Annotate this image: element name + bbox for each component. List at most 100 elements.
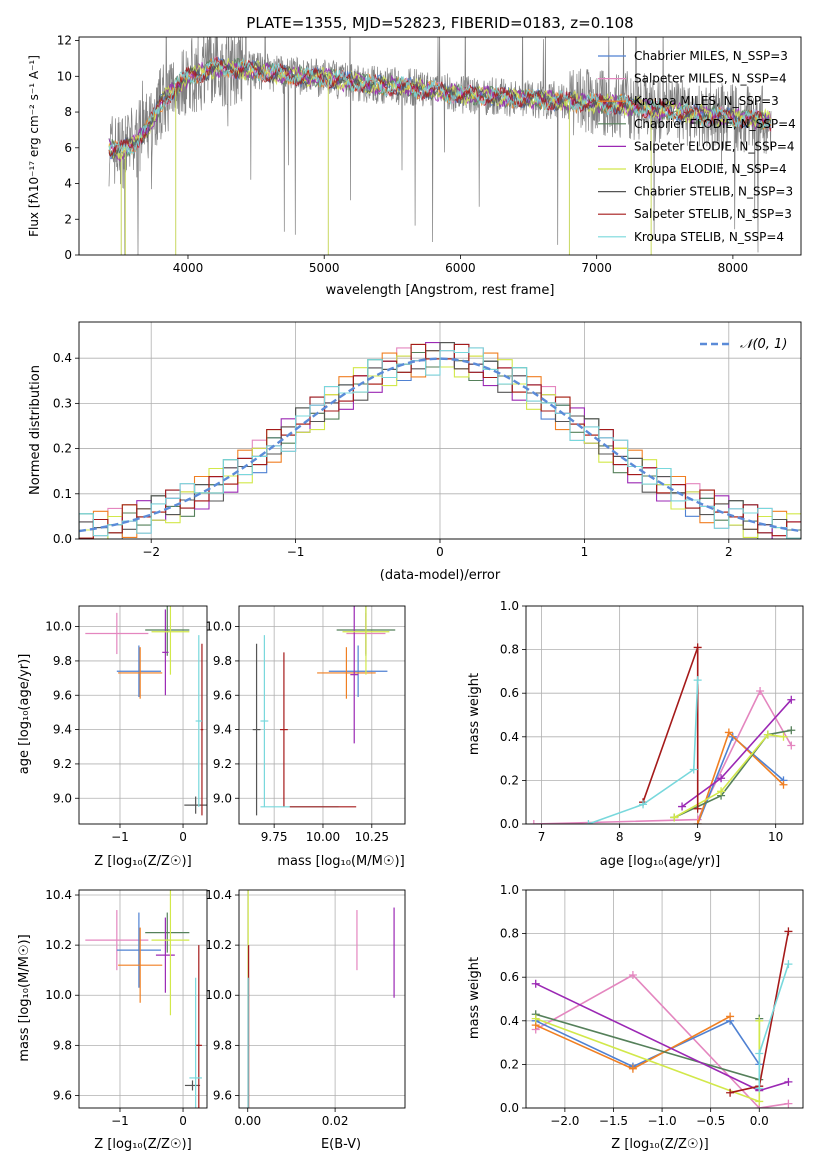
plus-marker [639, 800, 648, 809]
spectrum-panel: 4000 5000 6000 7000 8000 0 2 4 6 8 10 12 Chabrier MI… [57, 34, 802, 275]
y-tick-label: 9.6 [53, 1088, 72, 1102]
y-tick-label: 10.2 [205, 938, 232, 952]
x-tick-label: 8000 [718, 261, 749, 275]
y-tick-label: 10.0 [45, 988, 72, 1002]
plus-marker [693, 643, 702, 652]
residual-xlabel: (data-model)/error [380, 568, 501, 583]
plus-marker [724, 728, 733, 737]
y-tick-label: 0.0 [500, 1101, 519, 1115]
z-age-panel: −1 0 9.0 9.2 9.4 9.6 9.8 10.0 [45, 605, 208, 844]
plus-marker [756, 687, 765, 696]
plus-marker [693, 820, 702, 824]
age-weight-ylabel: mass weight [467, 673, 482, 755]
plus-marker [693, 804, 702, 813]
plus-marker [755, 1084, 764, 1093]
y-tick-label: 0.3 [53, 396, 72, 410]
plus-marker [670, 813, 679, 822]
legend-label: Kroupa ELODIE, N_SSP=4 [634, 162, 787, 176]
y-tick-label: 9.6 [213, 1088, 232, 1102]
y-tick-label: 0.2 [500, 1057, 519, 1071]
legend-label: Salpeter ELODIE, N_SSP=4 [634, 139, 795, 153]
plot-area [108, 37, 772, 255]
z-weight-xlabel: Z [log₁₀(Z/Z☉)] [611, 1137, 708, 1152]
plus-marker [717, 787, 726, 796]
x-tick-label: 9 [694, 830, 702, 844]
plus-marker [779, 732, 788, 741]
y-tick-label: 9.4 [53, 723, 72, 737]
y-tick-label: 1.0 [500, 883, 519, 897]
plus-marker [693, 676, 702, 685]
z-age-ylabel: age [log₁₀(age/yr)] [17, 654, 32, 775]
weight-line [535, 1017, 761, 1103]
plus-marker [628, 971, 637, 980]
spectrum-ylabel: Flux [fλ10⁻¹⁷ erg cm⁻² s⁻¹ A⁻¹] [27, 55, 41, 237]
plus-marker [726, 1088, 735, 1097]
x-tick-label: 7000 [581, 261, 612, 275]
mass-age-xlabel: mass [log₁₀(M/M☉)] [277, 854, 404, 869]
plus-marker [717, 774, 726, 783]
ebv-mass-panel: 0.00 0.02 9.6 9.8 10.0 10.2 10.4 [205, 888, 406, 1128]
z-age-xlabel: Z [log₁₀(Z/Z☉)] [94, 854, 191, 869]
x-tick-label: 8 [616, 830, 624, 844]
weight-line [533, 689, 792, 824]
x-tick-label: −2.0 [550, 1114, 579, 1128]
x-tick-label: 10.25 [355, 830, 389, 844]
x-tick-label: 10 [768, 830, 783, 844]
plus-marker [726, 1012, 735, 1021]
y-tick-label: 10.4 [45, 888, 72, 902]
mass-age-panel: 9.75 10.00 10.25 9.0 9.2 9.4 9.6 9.8 10.0 [205, 605, 406, 844]
y-tick-label: 9.8 [53, 654, 72, 668]
x-tick-label: 10.00 [306, 830, 340, 844]
x-tick-label: 0 [179, 830, 187, 844]
legend-label: Kroupa MILES, N_SSP=3 [634, 94, 779, 108]
y-tick-label: 0.4 [500, 730, 519, 744]
legend-label: 𝒩(0, 1) [740, 337, 787, 352]
weight-line [535, 1013, 761, 1081]
y-tick-label: 9.2 [53, 757, 72, 771]
y-tick-label: 9.8 [53, 1038, 72, 1052]
axes-frame [78, 36, 802, 256]
y-tick-label: 10 [57, 69, 72, 83]
plus-marker [531, 1014, 540, 1023]
y-tick-label: 0.8 [500, 927, 519, 941]
y-tick-label: 0.4 [500, 1014, 519, 1028]
residual-histogram-panel: −2 −1 0 1 2 0.0 0.1 0.2 0.3 0.4 𝒩(0, 1) [53, 321, 802, 559]
age-weight-panel: 7 8 9 10 0.0 0.2 0.4 0.6 0.8 1.0 [500, 599, 804, 844]
y-tick-label: 6 [64, 141, 72, 155]
x-tick-label: 0.0 [750, 1114, 769, 1128]
x-tick-label: 4000 [173, 261, 204, 275]
y-tick-label: 10.4 [205, 888, 232, 902]
y-tick-label: 9.6 [53, 688, 72, 702]
x-tick-label: −1 [111, 1114, 129, 1128]
legend-label: Salpeter MILES, N_SSP=4 [634, 72, 787, 86]
x-tick-label: 6000 [445, 261, 476, 275]
x-tick-label: 0 [179, 1114, 187, 1128]
plot-area [85, 606, 207, 816]
weight-line [535, 973, 789, 1108]
plus-marker [689, 765, 698, 774]
x-tick-label: 9.75 [261, 830, 288, 844]
y-tick-label: 9.6 [213, 688, 232, 702]
plus-marker [784, 1077, 793, 1086]
legend-label: Kroupa STELIB, N_SSP=4 [634, 230, 784, 244]
y-tick-label: 0.2 [53, 442, 72, 456]
x-tick-label: −2 [142, 545, 160, 559]
plus-marker [784, 960, 793, 969]
plus-marker [784, 1099, 793, 1108]
histogram-step [79, 347, 801, 539]
legend-label: Salpeter STELIB, N_SSP=3 [634, 207, 792, 221]
y-tick-label: 0.2 [500, 773, 519, 787]
plus-marker [755, 1016, 764, 1025]
model-spectrum-line [108, 57, 772, 156]
y-tick-label: 8 [64, 105, 72, 119]
plus-marker [779, 780, 788, 789]
x-tick-label: −0.5 [696, 1114, 725, 1128]
y-tick-label: 0.6 [500, 686, 519, 700]
residual-ylabel: Normed distribution [28, 365, 43, 495]
axes-frame [78, 321, 802, 540]
y-tick-label: 0 [64, 248, 72, 262]
y-tick-label: 4 [64, 177, 72, 191]
x-tick-label: −1.0 [647, 1114, 676, 1128]
plot-area [79, 342, 801, 539]
